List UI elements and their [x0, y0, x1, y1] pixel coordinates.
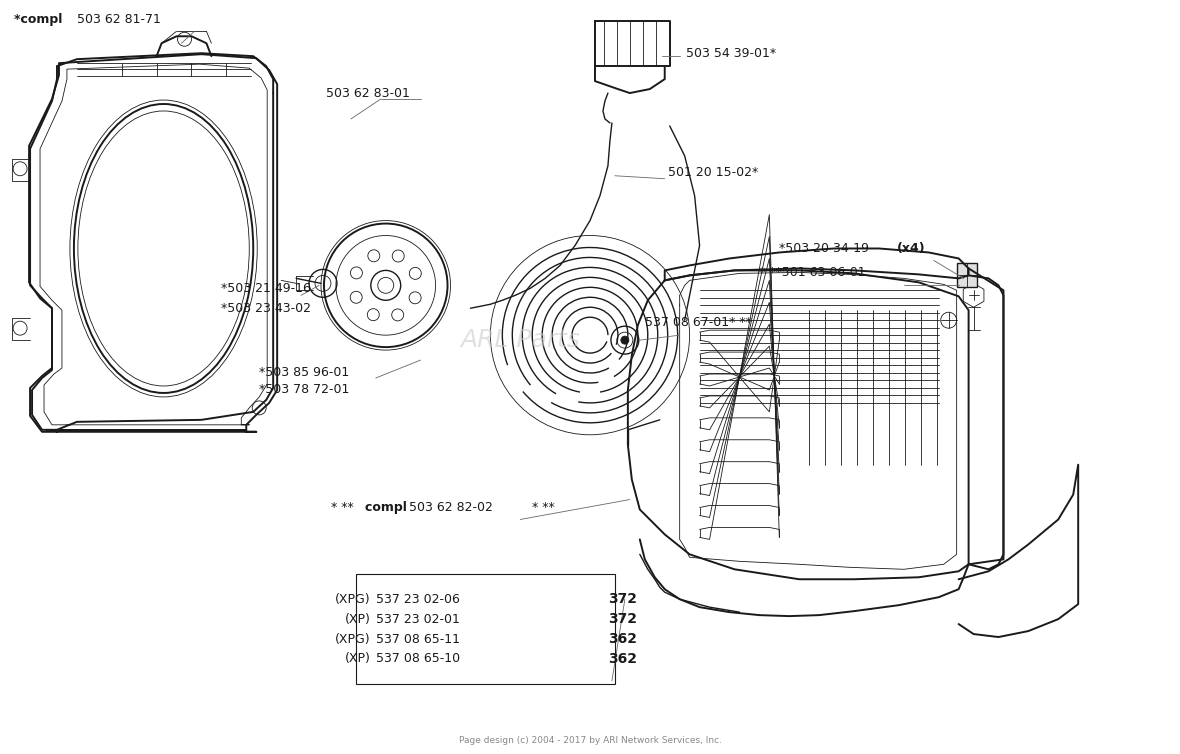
Text: 503 62 82-02: 503 62 82-02: [408, 501, 492, 514]
Text: *503 78 72-01: *503 78 72-01: [260, 384, 349, 397]
Text: 503 62 83-01: 503 62 83-01: [326, 87, 409, 100]
FancyBboxPatch shape: [957, 263, 977, 287]
Text: * **: * **: [330, 501, 354, 514]
Text: (XP): (XP): [345, 612, 371, 626]
Text: (XPG): (XPG): [335, 633, 371, 645]
Text: (XPG): (XPG): [335, 593, 371, 605]
Text: 503 62 81-71: 503 62 81-71: [77, 13, 160, 26]
Text: 362: 362: [608, 632, 637, 646]
Text: *503 85 96-01: *503 85 96-01: [260, 366, 349, 379]
Text: *503 20 34-19: *503 20 34-19: [779, 242, 873, 255]
Text: ARL Parts: ARL Parts: [460, 328, 581, 352]
Text: 537 08 65-10: 537 08 65-10: [375, 652, 460, 666]
Text: 537 08 65-11: 537 08 65-11: [375, 633, 460, 645]
Text: * **: * **: [520, 501, 555, 514]
Text: *503 23 43-02: *503 23 43-02: [222, 302, 312, 314]
Text: 537 08 67-01* **: 537 08 67-01* **: [644, 316, 752, 329]
Text: 537 23 02-06: 537 23 02-06: [375, 593, 460, 605]
Text: 501 20 15-02*: 501 20 15-02*: [668, 166, 758, 179]
Text: *503 21 49-16: *503 21 49-16: [222, 282, 312, 295]
Text: * **501 63 06-01: * **501 63 06-01: [760, 266, 866, 279]
Text: 537 23 02-01: 537 23 02-01: [375, 612, 460, 626]
Bar: [356, 575, 615, 684]
Text: 362: 362: [608, 652, 637, 666]
Text: Page design (c) 2004 - 2017 by ARI Network Services, Inc.: Page design (c) 2004 - 2017 by ARI Netwo…: [459, 736, 721, 745]
Circle shape: [621, 336, 629, 344]
Text: compl: compl: [365, 501, 411, 514]
Text: (XP): (XP): [345, 652, 371, 666]
Text: *compl: *compl: [14, 13, 67, 26]
Text: 372: 372: [608, 612, 637, 626]
Text: 372: 372: [608, 592, 637, 606]
Text: (x4): (x4): [897, 242, 925, 255]
Text: 503 54 39-01*: 503 54 39-01*: [686, 47, 775, 60]
